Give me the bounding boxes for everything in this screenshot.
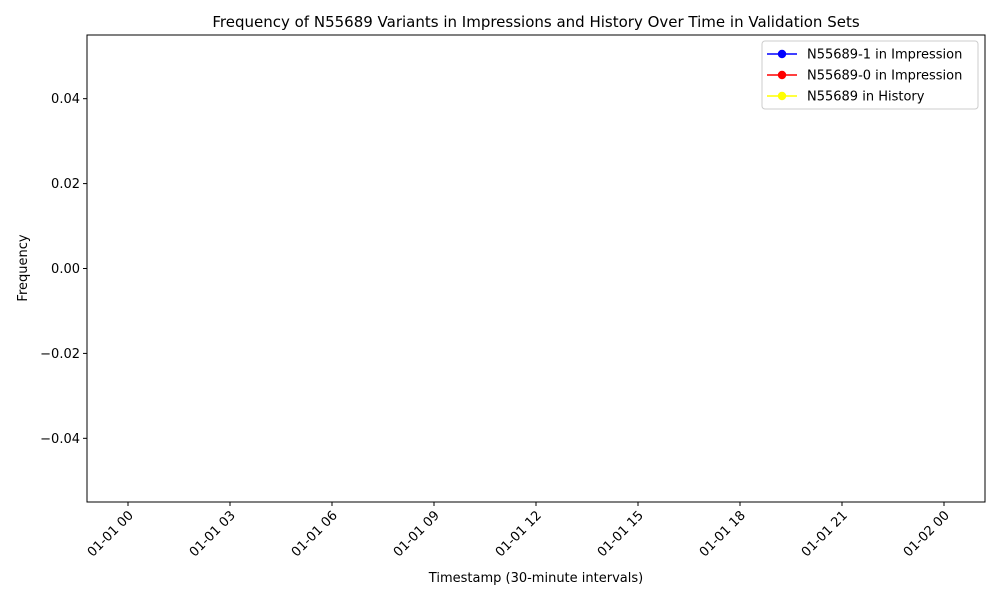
x-tick-label: 01-01 09 <box>391 508 443 560</box>
x-tick-label: 01-01 12 <box>493 508 545 560</box>
x-axis: 01-01 00 01-01 03 01-01 06 01-01 09 01-01 12… <box>85 502 953 560</box>
legend: N55689-1 in Impression N55689-0 in Impres… <box>761 40 979 110</box>
x-tick-label: 01-01 00 <box>85 508 137 560</box>
x-tick-label: 01-01 15 <box>595 508 647 560</box>
y-tick-label: 0.02 <box>51 177 80 192</box>
y-tick-label: −0.04 <box>40 432 80 447</box>
y-axis: −0.04 −0.02 0.00 0.02 0.04 <box>40 92 87 447</box>
legend-box <box>761 40 979 110</box>
x-axis-label: Timestamp (30-minute intervals) <box>428 571 643 586</box>
y-tick-label: 0.04 <box>51 92 80 107</box>
legend-marker <box>777 49 787 59</box>
legend-marker <box>777 91 787 101</box>
x-tick-label: 01-01 21 <box>799 508 851 560</box>
chart-title: Frequency of N55689 Variants in Impressi… <box>212 13 859 31</box>
y-axis-label: Frequency <box>16 234 31 301</box>
legend-label: N55689-0 in Impression <box>807 69 962 84</box>
x-tick-label: 01-02 00 <box>901 508 953 560</box>
x-tick-label: 01-01 18 <box>697 508 749 560</box>
legend-label: N55689-1 in Impression <box>807 48 962 63</box>
x-tick-label: 01-01 06 <box>289 508 341 560</box>
y-tick-label: 0.00 <box>51 262 80 277</box>
legend-marker <box>777 70 787 80</box>
legend-label: N55689 in History <box>807 90 925 105</box>
y-tick-label: −0.02 <box>40 347 80 362</box>
plot-area <box>86 34 986 503</box>
x-tick-label: 01-01 03 <box>187 508 239 560</box>
